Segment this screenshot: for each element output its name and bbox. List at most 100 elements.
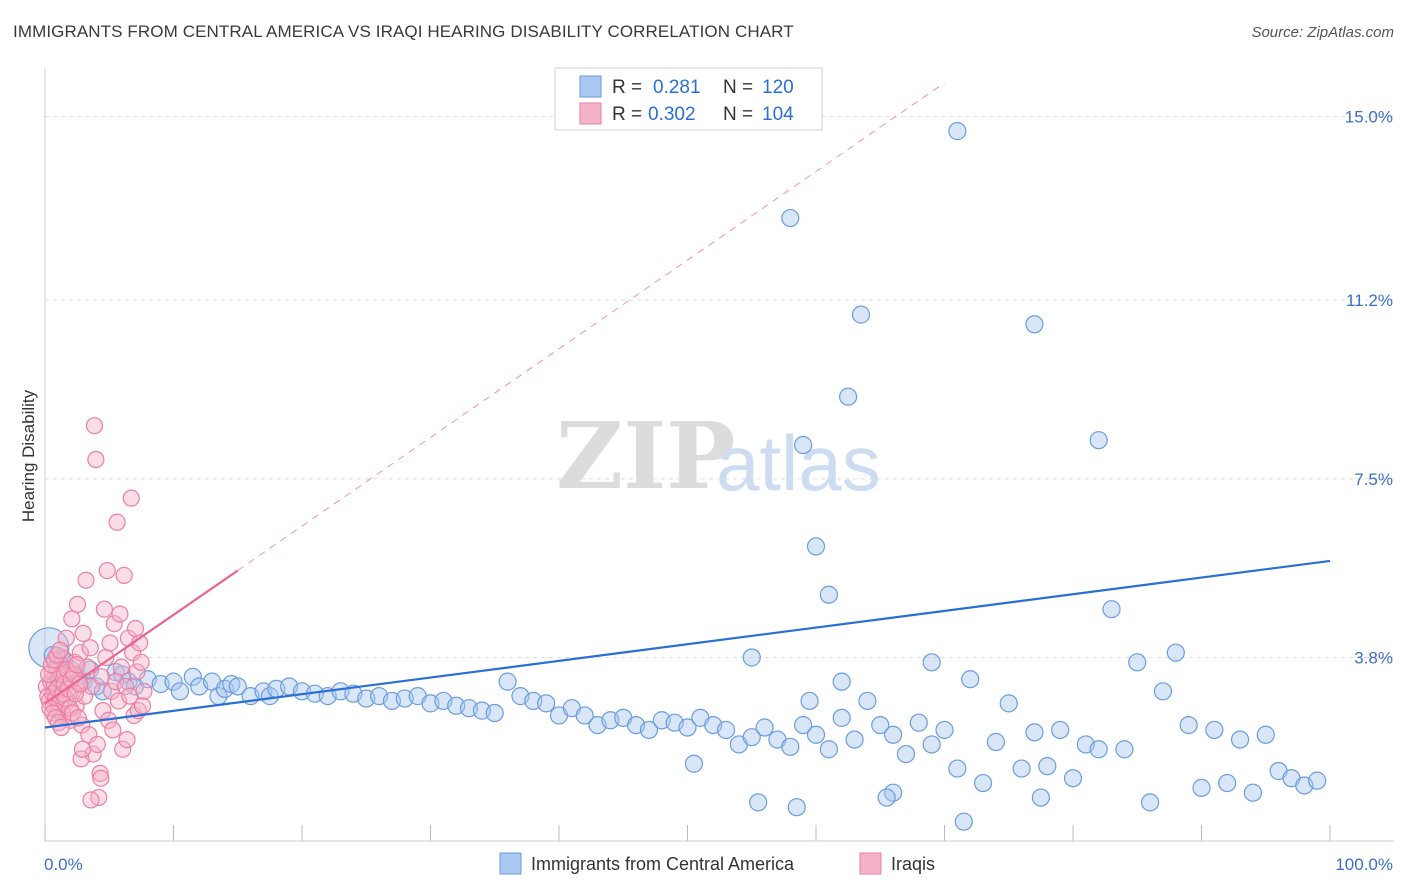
pink-point-82 [61, 699, 79, 717]
pink-point-45 [101, 634, 119, 652]
blue-point-27 [260, 687, 279, 706]
legend-pink-r-value: 0.302 [648, 104, 696, 125]
blue-point-116 [819, 585, 838, 604]
pink-point-22 [68, 595, 87, 613]
legend-blue-n-value: 120 [762, 77, 794, 98]
pink-point-90 [39, 665, 58, 683]
pink-point-34 [85, 417, 104, 435]
series-pink-points [37, 417, 153, 809]
blue-point-110 [742, 648, 761, 667]
blue-point-84 [986, 732, 1006, 752]
blue-point-123 [954, 812, 973, 831]
blue-point-17 [170, 682, 190, 701]
blue-point-95 [1128, 653, 1147, 672]
blue-point-124 [1031, 788, 1050, 807]
pink-point-60 [122, 489, 140, 507]
blue-point-125 [800, 691, 819, 711]
blue-point-93 [1102, 600, 1121, 619]
legend-blue-swatch [579, 75, 602, 98]
y-tick-label-3: 15.0% [1345, 108, 1393, 127]
blue-point-121 [1089, 431, 1108, 450]
blue-point-115 [806, 537, 826, 556]
blue-point-81 [948, 759, 967, 778]
blue-point-87 [1025, 723, 1044, 742]
pink-point-92 [42, 656, 60, 674]
pink-point-18 [63, 610, 81, 628]
blue-point-92 [1089, 740, 1108, 759]
pink-point-28 [77, 571, 95, 589]
blue-point-65 [742, 728, 761, 747]
blue-point-69 [794, 716, 813, 735]
blue-point-76 [883, 725, 903, 744]
blue-point-79 [922, 735, 941, 754]
blue-point-118 [851, 305, 871, 324]
blue-point-129 [684, 754, 704, 773]
blue-trend-line [44, 559, 1331, 729]
pink-point-102 [82, 791, 100, 809]
blue-point-85 [999, 694, 1018, 713]
blue-point-75 [871, 716, 890, 735]
blue-point-80 [935, 720, 954, 740]
legend-pink-n-label: N = [723, 104, 753, 125]
pink-point-56 [116, 677, 135, 696]
blue-point-52 [575, 706, 594, 725]
pink-point-54 [114, 740, 132, 758]
pink-point-67 [132, 653, 150, 671]
pink-point-35 [87, 450, 105, 469]
blue-point-73 [845, 730, 864, 749]
pink-point-64 [128, 663, 146, 681]
watermark-atlas: atlas [716, 419, 881, 507]
blue-point-90 [1063, 769, 1083, 788]
pink-point-57 [118, 730, 136, 749]
pink-point-96 [48, 646, 66, 664]
source-label: Source: ZipAtlas.com [1251, 24, 1394, 41]
tick-labels: 3.8% 7.5% 11.2% 15.0% 0.0% 100.0% [44, 108, 1393, 874]
bottom-legend: Immigrants from Central America Iraqis [499, 852, 935, 875]
legend-pink-r-label: R = [612, 104, 642, 125]
blue-point-89 [1051, 720, 1070, 740]
blue-point-57 [639, 720, 659, 740]
blue-point-68 [781, 737, 800, 756]
blue-point-96 [1140, 793, 1160, 812]
blue-point-72 [832, 708, 851, 727]
blue-point-71 [819, 740, 838, 759]
legend-blue-n-label: N = [723, 77, 753, 98]
pink-point-38 [91, 764, 109, 782]
pink-point-49 [107, 673, 125, 691]
blue-point-77 [896, 744, 916, 764]
legend-box: R = 0.281 N = 120 R = 0.302 N = 104 [554, 67, 823, 131]
pink-point-53 [112, 658, 130, 676]
blue-point-122 [922, 653, 941, 672]
y-tick-label-1: 7.5% [1354, 470, 1393, 489]
chart-title: IMMIGRANTS FROM CENTRAL AMERICA VS IRAQI… [13, 22, 794, 41]
pink-point-99 [52, 718, 70, 737]
blue-point-111 [832, 672, 851, 691]
pink-point-101 [73, 740, 92, 758]
blue-point-70 [806, 725, 826, 744]
pink-point-69 [135, 682, 153, 700]
watermark: ZIP atlas [556, 402, 881, 510]
pink-point-36 [88, 735, 106, 754]
bottom-legend-pink-swatch [859, 852, 882, 875]
pink-point-48 [105, 615, 123, 633]
blue-point-78 [909, 713, 928, 732]
blue-point-127 [749, 793, 768, 812]
pink-point-63 [126, 619, 145, 638]
blue-point-66 [755, 718, 774, 737]
blue-point-88 [1038, 757, 1057, 776]
pink-point-41 [95, 600, 113, 618]
pink-point-61 [124, 644, 142, 662]
legend-blue-r-label: R = [612, 77, 642, 98]
blue-point-126 [787, 798, 806, 817]
blue-point-16 [164, 672, 183, 691]
pink-point-50 [108, 513, 126, 531]
legend-pink-n-value: 104 [762, 104, 794, 125]
blue-point-99 [1179, 716, 1198, 735]
blue-point-100 [1192, 778, 1211, 797]
pink-point-68 [133, 697, 152, 715]
pink-point-52 [111, 605, 129, 623]
blue-point-114 [794, 435, 813, 455]
x-tick-label-0: 0.0% [44, 855, 83, 874]
blue-point-113 [781, 208, 800, 228]
